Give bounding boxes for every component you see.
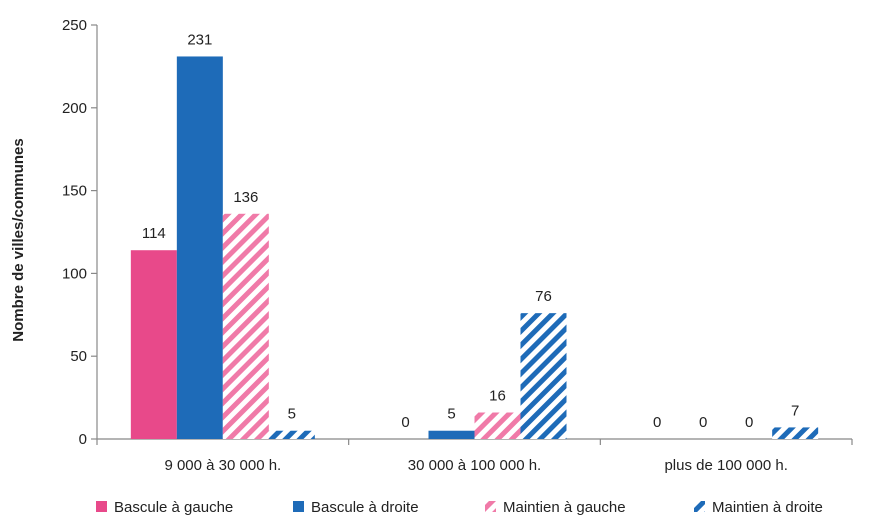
legend-swatch [293, 501, 304, 512]
y-tick-label: 150 [62, 183, 87, 200]
y-tick-label: 100 [62, 265, 87, 282]
bar [772, 427, 819, 439]
bars: 114 231 136 5 0 5 16 76 0 0 0 7 [130, 31, 819, 440]
bar-value-label: 16 [489, 388, 506, 405]
bar-value-label: 0 [699, 414, 707, 431]
legend: Bascule à gauche Bascule à droite Maintien… [96, 499, 823, 516]
bar-value-label: 0 [401, 414, 409, 431]
legend-label: Maintien à gauche [503, 499, 626, 516]
bar-value-label: 5 [447, 406, 455, 423]
y-tick-label: 200 [62, 100, 87, 117]
bar [130, 250, 177, 439]
bar [176, 56, 223, 440]
bar [428, 430, 475, 439]
bar [268, 430, 315, 439]
y-tick-label: 250 [62, 17, 87, 34]
legend-swatch [694, 501, 705, 512]
bar-value-label: 76 [535, 288, 552, 305]
bar-value-label: 231 [187, 31, 212, 48]
y-axis-label: Nombre de villes/communes [10, 138, 27, 341]
bar [474, 412, 521, 439]
bar-value-label: 0 [745, 414, 753, 431]
legend-swatch [485, 501, 496, 512]
x-tick-label: 9 000 à 30 000 h. [164, 457, 281, 474]
bar-value-label: 136 [233, 189, 258, 206]
y-tick-label: 0 [79, 431, 87, 448]
bar-value-label: 7 [791, 402, 799, 419]
y-tick-label: 50 [70, 348, 87, 365]
bar [222, 213, 269, 439]
legend-label: Maintien à droite [712, 499, 823, 516]
legend-swatch [96, 501, 107, 512]
bar [520, 313, 567, 439]
bar-value-label: 0 [653, 414, 661, 431]
legend-label: Bascule à gauche [114, 499, 233, 516]
x-tick-label: 30 000 à 100 000 h. [408, 457, 541, 474]
bar-value-label: 5 [288, 406, 296, 423]
x-tick-label: plus de 100 000 h. [664, 457, 787, 474]
bar-value-label: 114 [142, 225, 166, 242]
legend-label: Bascule à droite [311, 499, 419, 516]
